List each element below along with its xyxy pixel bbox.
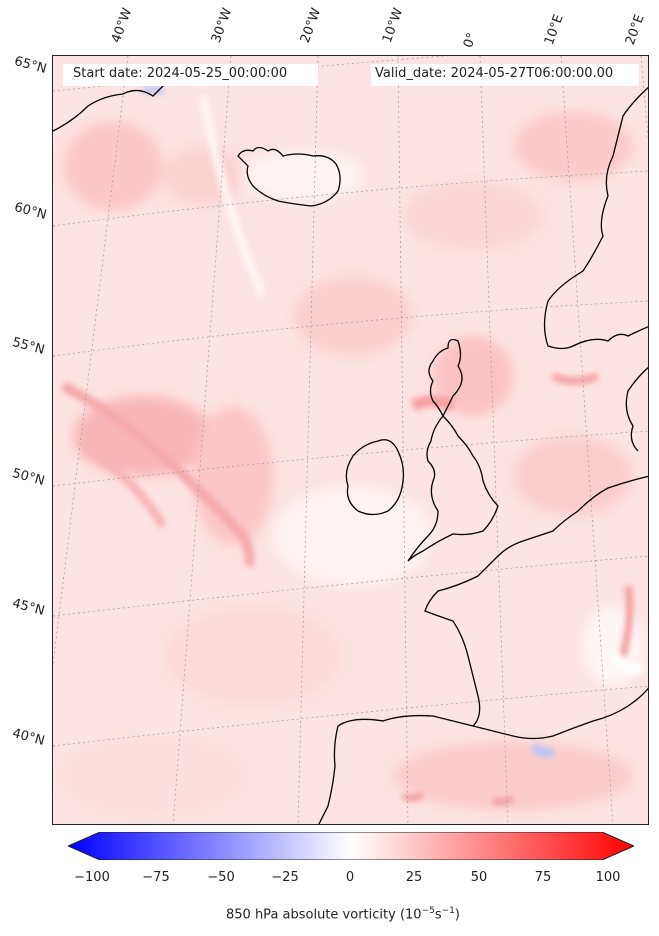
graticule bbox=[53, 56, 648, 824]
start-date-label: Start date: 2024-05-25_00:00:00 bbox=[70, 66, 291, 81]
cb-tick-100: 100 bbox=[595, 870, 621, 885]
lat-label-45n: 45°N bbox=[10, 596, 47, 619]
colorbar bbox=[66, 831, 636, 861]
lat-label-40n: 40°N bbox=[10, 726, 47, 749]
lon-label-20w: 20°W bbox=[297, 6, 325, 45]
mediterranean-coast bbox=[472, 687, 648, 740]
denmark-sweden-coast bbox=[625, 366, 648, 452]
cb-tick-neg75: −75 bbox=[142, 870, 170, 885]
cb-tick-neg50: −50 bbox=[207, 870, 235, 885]
norway-coast bbox=[543, 86, 648, 350]
iberia-coast bbox=[318, 714, 474, 824]
colorbar-label: 850 hPa absolute vorticity (10−5s−1) bbox=[226, 906, 460, 922]
vorticity-map bbox=[52, 55, 649, 825]
england-wales-coast bbox=[407, 415, 499, 562]
lon-label-10e: 10°E bbox=[541, 12, 567, 48]
lon-label-0: 0° bbox=[460, 30, 481, 50]
ireland-coast bbox=[345, 439, 405, 516]
valid-date-label: Valid_date: 2024-05-27T06:00:00.00 bbox=[372, 66, 617, 81]
colorbar-label-exp2: −1 bbox=[441, 906, 455, 916]
vorticity-streaks bbox=[60, 86, 646, 806]
colorbar-label-mid: s bbox=[434, 907, 442, 923]
map-canvas bbox=[53, 56, 648, 824]
lat-label-55n: 55°N bbox=[10, 335, 47, 358]
colorbar-label-prefix: 850 hPa absolute vorticity (10 bbox=[226, 907, 422, 923]
colorbar-label-exp1: −5 bbox=[421, 906, 435, 916]
lat-label-65n: 65°N bbox=[12, 54, 49, 77]
cb-tick-25: 25 bbox=[405, 870, 423, 885]
lon-label-10w: 10°W bbox=[379, 6, 407, 45]
lat-label-50n: 50°N bbox=[10, 466, 47, 489]
cb-tick-neg25: −25 bbox=[271, 870, 299, 885]
cb-tick-50: 50 bbox=[470, 870, 488, 885]
greenland-coast bbox=[53, 80, 169, 132]
iceland-coast bbox=[237, 146, 341, 207]
colorbar-body bbox=[66, 831, 636, 861]
lon-label-40w: 40°W bbox=[108, 6, 136, 45]
cb-tick-neg100: −100 bbox=[74, 870, 110, 885]
continent-coast bbox=[424, 475, 648, 727]
colorbar-label-suffix: ) bbox=[454, 907, 460, 923]
lon-label-30w: 30°W bbox=[208, 6, 236, 45]
cb-tick-0: 0 bbox=[345, 870, 355, 885]
lon-label-20e: 20°E bbox=[622, 12, 648, 48]
coastlines bbox=[53, 80, 648, 824]
cb-tick-75: 75 bbox=[534, 870, 552, 885]
lat-label-60n: 60°N bbox=[12, 200, 49, 223]
colorbar-svg bbox=[66, 831, 636, 861]
scotland-coast bbox=[428, 338, 463, 418]
